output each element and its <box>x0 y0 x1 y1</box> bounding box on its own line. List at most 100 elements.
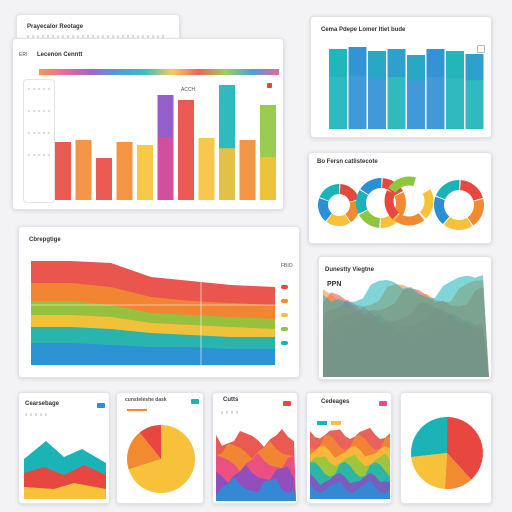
pie-slice <box>139 425 162 459</box>
main-bar-chart <box>55 85 276 200</box>
sidebar-lines <box>28 110 50 112</box>
status-badge <box>97 403 105 408</box>
legend-swatch <box>331 421 341 425</box>
donut-charts <box>318 176 484 230</box>
bar-segment <box>260 157 276 200</box>
donut-segment <box>356 190 369 214</box>
bar-segment <box>446 51 464 79</box>
donut-segment <box>359 209 381 228</box>
sidebar-lines <box>28 132 50 134</box>
legend-swatch <box>281 285 288 289</box>
donut-segment <box>388 176 416 194</box>
window-donuts: Bo Fersn catlistecote <box>308 152 492 244</box>
window-density: Dunestty Viegtne PPN <box>318 256 492 380</box>
status-badge <box>191 399 199 404</box>
donut-segment <box>380 211 402 228</box>
area-series <box>216 477 296 501</box>
bottom-area-chart-3 <box>310 427 390 499</box>
color-strip <box>39 69 279 75</box>
progress-bar <box>127 409 147 411</box>
window-title: Lecenon Cenntt <box>37 52 83 58</box>
window-bottom-5 <box>400 392 492 504</box>
window-title: Cutts <box>223 397 239 403</box>
window-bottom-1: Cearsebage <box>18 392 110 504</box>
donut-segment <box>394 212 425 226</box>
window-title: Dunestty Viegtne <box>325 267 374 273</box>
chart-label: ACCH <box>181 87 196 93</box>
donut-segment <box>434 196 450 225</box>
pie-slice <box>127 432 161 470</box>
bar-segment <box>426 49 445 77</box>
legend-swatch <box>281 341 288 345</box>
bottom-area-chart-2 <box>216 429 296 501</box>
status-badge <box>283 401 291 406</box>
bar-segment <box>329 49 347 77</box>
donut-segment <box>467 198 484 226</box>
bottom-pie-chart-1 <box>127 425 196 493</box>
pie-slice <box>447 417 483 480</box>
window-main: Lecenon Cenntt ERI ACCH <box>12 38 284 210</box>
density-layer <box>323 275 489 377</box>
donut-segment <box>339 184 360 203</box>
stacked-area-chart <box>31 255 275 365</box>
window-title: Cema Pdepe Lomer Itiet bude <box>321 27 406 33</box>
subtitle-line <box>25 413 47 416</box>
bar-segment <box>157 137 174 200</box>
window-label: ERI <box>19 52 28 58</box>
donut-segment <box>459 180 483 202</box>
bar-segment <box>219 148 235 200</box>
legend-swatch <box>317 421 327 425</box>
status-badge <box>379 401 387 406</box>
pie-slice <box>128 425 196 493</box>
donut-segment <box>435 180 460 200</box>
density-chart <box>323 275 489 377</box>
window-title: Prayecalor Reotage <box>27 24 84 30</box>
area-series <box>24 483 106 499</box>
sidebar-lines <box>28 88 50 90</box>
bar <box>198 138 215 200</box>
donut-segment <box>393 192 406 216</box>
donut-segment <box>319 184 340 202</box>
bar <box>178 100 194 200</box>
legend-swatch <box>281 299 288 303</box>
subtitle-line <box>221 411 241 414</box>
window-top-right: Cema Pdepe Lomer Itiet bude <box>310 16 492 138</box>
window-title: Cedeages <box>321 399 350 405</box>
bar-segment <box>407 55 425 81</box>
bottom-area-chart-1 <box>24 441 106 499</box>
chart-label: PPN <box>327 281 342 288</box>
bar-segment <box>348 47 367 76</box>
donut-segment <box>344 199 360 223</box>
donut-segment <box>443 216 473 230</box>
window-bottom-2: cunsteleshe dask <box>116 392 204 504</box>
chart-label: FBIO <box>281 263 293 269</box>
window-bottom-3: Cutts <box>212 392 298 504</box>
donut-segment <box>419 189 434 219</box>
window-bottom-4: Cedeages <box>306 392 392 504</box>
pie-slice <box>411 453 447 489</box>
bar <box>116 142 133 200</box>
window-title: Bo Fersn catlistecote <box>317 159 378 165</box>
window-title: Cbrepgtige <box>29 237 61 243</box>
window-title: Cearsebage <box>25 401 60 407</box>
area-series <box>310 480 390 499</box>
area-series <box>31 343 275 365</box>
top-right-bar-chart <box>329 47 484 129</box>
bar <box>75 140 92 200</box>
donut-segment <box>384 190 399 220</box>
donut-segment <box>360 178 382 195</box>
window-title: cunsteleshe dask <box>125 397 167 403</box>
close-icon[interactable] <box>477 45 485 53</box>
donut-segment <box>326 213 351 226</box>
bar-segment <box>368 51 386 79</box>
bar <box>137 145 153 200</box>
close-icon[interactable] <box>267 83 272 88</box>
bottom-pie-chart-2 <box>411 417 483 489</box>
bar-segment <box>387 49 406 77</box>
sidebar-panel <box>23 79 55 203</box>
sidebar-lines <box>28 154 50 156</box>
bar <box>239 140 256 200</box>
toolbar <box>27 35 167 38</box>
pie-slice <box>411 417 448 458</box>
pie-slice <box>444 453 472 489</box>
